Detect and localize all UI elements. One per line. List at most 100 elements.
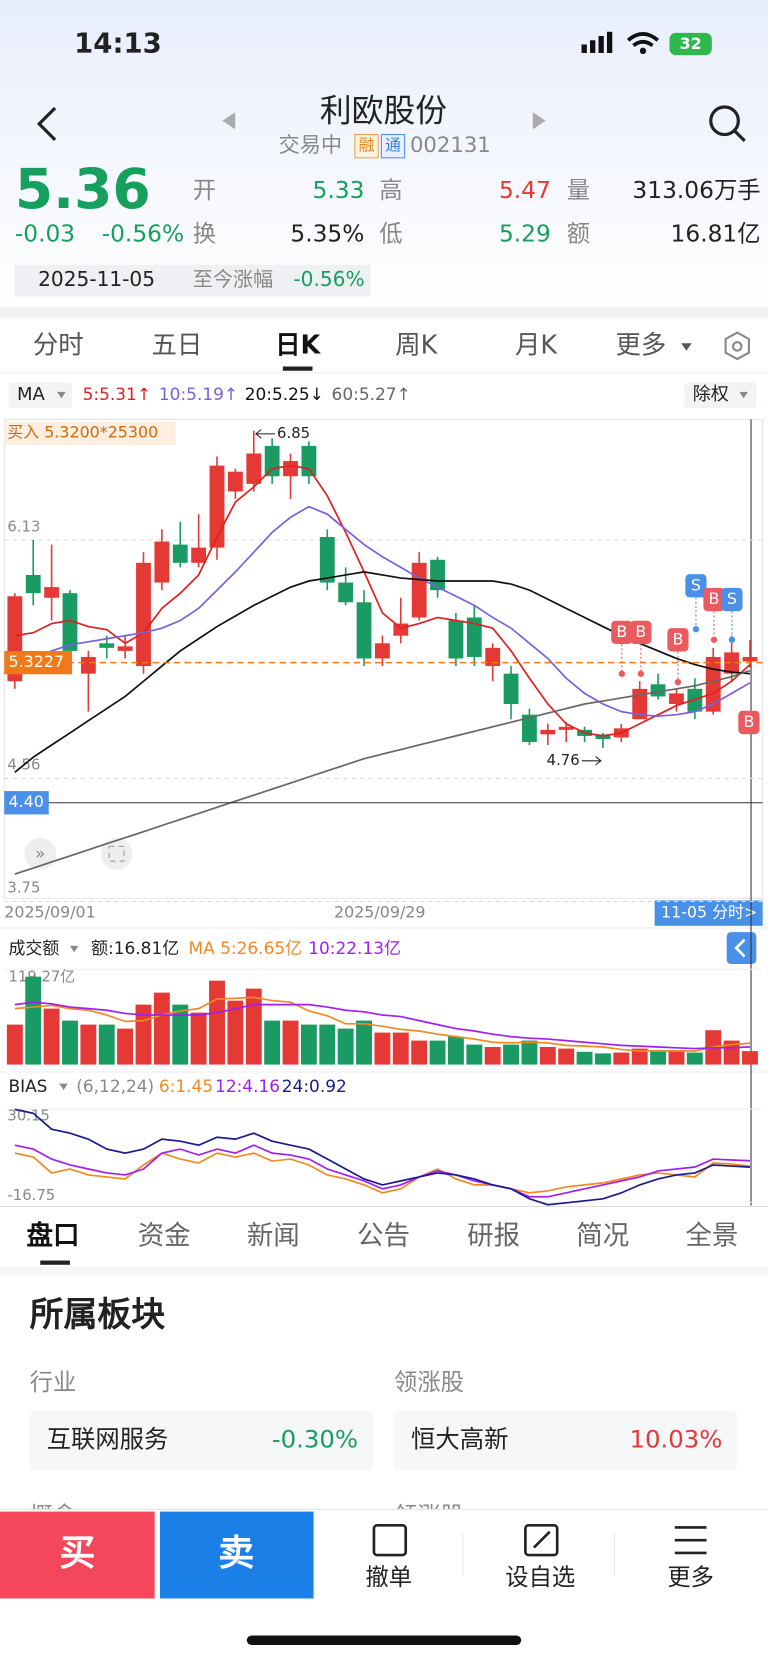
search-icon[interactable] bbox=[709, 105, 740, 137]
watch-icon bbox=[524, 1524, 559, 1557]
candle-body bbox=[485, 647, 501, 667]
sell-button[interactable] bbox=[159, 1511, 314, 1599]
tab[interactable]: 月K bbox=[515, 329, 558, 359]
volume-bar bbox=[447, 1036, 464, 1065]
candle-body bbox=[705, 656, 721, 712]
ma-button[interactable] bbox=[8, 382, 73, 408]
volume-bar bbox=[319, 1024, 336, 1065]
field-value: 16.81亿 bbox=[671, 221, 761, 248]
adjust-button[interactable] bbox=[684, 382, 757, 408]
volume-bar bbox=[503, 1044, 520, 1065]
settings-icon[interactable] bbox=[724, 331, 750, 361]
tab[interactable]: 日K bbox=[275, 329, 321, 359]
legend-entry: 12:4.16 bbox=[215, 1076, 280, 1096]
section-title: 所属板块 bbox=[30, 1295, 166, 1334]
signal-badge bbox=[630, 620, 652, 645]
field-value: 5.35% bbox=[290, 221, 364, 248]
candle-body bbox=[393, 623, 409, 636]
sub-tab[interactable]: 全景 bbox=[685, 1221, 738, 1252]
candle-body bbox=[80, 656, 96, 674]
field-label: 换 bbox=[193, 221, 216, 248]
order-box bbox=[4, 421, 176, 445]
more-icon bbox=[674, 1526, 707, 1555]
leader-card[interactable] bbox=[394, 1410, 738, 1471]
candle-body bbox=[540, 729, 556, 735]
buy-button[interactable] bbox=[0, 1511, 155, 1599]
sub-tab[interactable]: 资金 bbox=[138, 1221, 191, 1252]
signal-label: B bbox=[616, 622, 627, 641]
volume-title: 成交额 bbox=[8, 938, 59, 958]
y-tick-label: -16.75 bbox=[7, 1187, 55, 1204]
tag: 融 bbox=[359, 136, 375, 155]
y-tick-label: 6.13 bbox=[7, 518, 40, 535]
candle-body bbox=[44, 587, 60, 598]
legend-entry: 10:22.13亿 bbox=[308, 938, 401, 958]
signal-label: B bbox=[743, 712, 754, 731]
signal-dot bbox=[692, 626, 700, 633]
candle-body bbox=[319, 536, 335, 583]
x-tick-label: 2025/09/01 bbox=[4, 903, 95, 922]
volume-bar bbox=[6, 1024, 23, 1065]
candle-body bbox=[430, 559, 445, 591]
candle-body bbox=[25, 574, 41, 594]
stock-code: 002131 bbox=[410, 132, 491, 157]
volume-bar bbox=[80, 1024, 97, 1065]
signal-badge bbox=[738, 710, 760, 735]
volume-bar bbox=[595, 1053, 611, 1065]
tab[interactable]: 更多 bbox=[615, 329, 666, 359]
fullscreen-icon bbox=[108, 845, 125, 862]
price: 5.36 bbox=[15, 157, 151, 221]
sub-tab[interactable]: 简况 bbox=[576, 1221, 629, 1252]
field-label: 开 bbox=[193, 177, 216, 204]
next-stock[interactable] bbox=[532, 112, 546, 130]
volume-bar bbox=[356, 1020, 372, 1065]
candle-body bbox=[650, 684, 666, 697]
volume-bar bbox=[631, 1048, 648, 1065]
tab[interactable]: 周K bbox=[395, 329, 438, 359]
clock: 14:13 bbox=[74, 27, 162, 59]
tag-box bbox=[380, 133, 406, 159]
cancel-icon bbox=[372, 1524, 408, 1557]
expand-button[interactable] bbox=[24, 837, 57, 870]
volume-bar bbox=[466, 1044, 483, 1065]
candle-body bbox=[448, 620, 464, 659]
prev-stock[interactable] bbox=[222, 112, 236, 130]
volume-bar bbox=[209, 980, 225, 1065]
ma-line bbox=[14, 464, 751, 737]
action-label[interactable]: 设自选 bbox=[505, 1564, 575, 1591]
action-label[interactable]: 撤单 bbox=[365, 1564, 412, 1591]
candle-body bbox=[172, 544, 188, 563]
sub-tab[interactable]: 公告 bbox=[357, 1221, 410, 1252]
tab[interactable]: 分时 bbox=[33, 329, 84, 359]
signal-label: S bbox=[727, 589, 737, 608]
back-button[interactable] bbox=[36, 106, 57, 141]
sub-tab[interactable]: 研报 bbox=[467, 1221, 520, 1252]
ma-line bbox=[14, 669, 751, 875]
volume-bar bbox=[686, 1052, 703, 1065]
annotation-arrow bbox=[255, 429, 275, 439]
volume-bar bbox=[25, 976, 42, 1065]
tab[interactable]: 五日 bbox=[151, 329, 202, 359]
fullscreen-button[interactable] bbox=[100, 837, 133, 870]
volume-bar bbox=[558, 1048, 575, 1065]
collapse-button[interactable] bbox=[726, 932, 757, 964]
action-label[interactable]: 更多 bbox=[667, 1564, 714, 1591]
price-tag-label: 4.40 bbox=[8, 792, 43, 811]
sell-label: 卖 bbox=[218, 1533, 254, 1574]
candle-body bbox=[136, 562, 151, 667]
signal-icon bbox=[581, 31, 613, 53]
sub-tab[interactable]: 新闻 bbox=[247, 1221, 300, 1252]
volume-value: 额:16.81亿 bbox=[91, 938, 179, 958]
bias-line bbox=[14, 1108, 751, 1206]
signal-dot bbox=[710, 636, 718, 643]
ma-line bbox=[14, 505, 751, 718]
home-indicator bbox=[246, 1635, 522, 1646]
sector-card[interactable] bbox=[29, 1410, 373, 1471]
candle-body bbox=[62, 593, 78, 651]
link-box[interactable] bbox=[654, 900, 763, 926]
field-value: 5.29 bbox=[499, 221, 551, 248]
volume-bar bbox=[337, 1028, 354, 1065]
dropdown-caret bbox=[59, 1083, 68, 1090]
sub-tab[interactable]: 盘口 bbox=[27, 1221, 80, 1252]
